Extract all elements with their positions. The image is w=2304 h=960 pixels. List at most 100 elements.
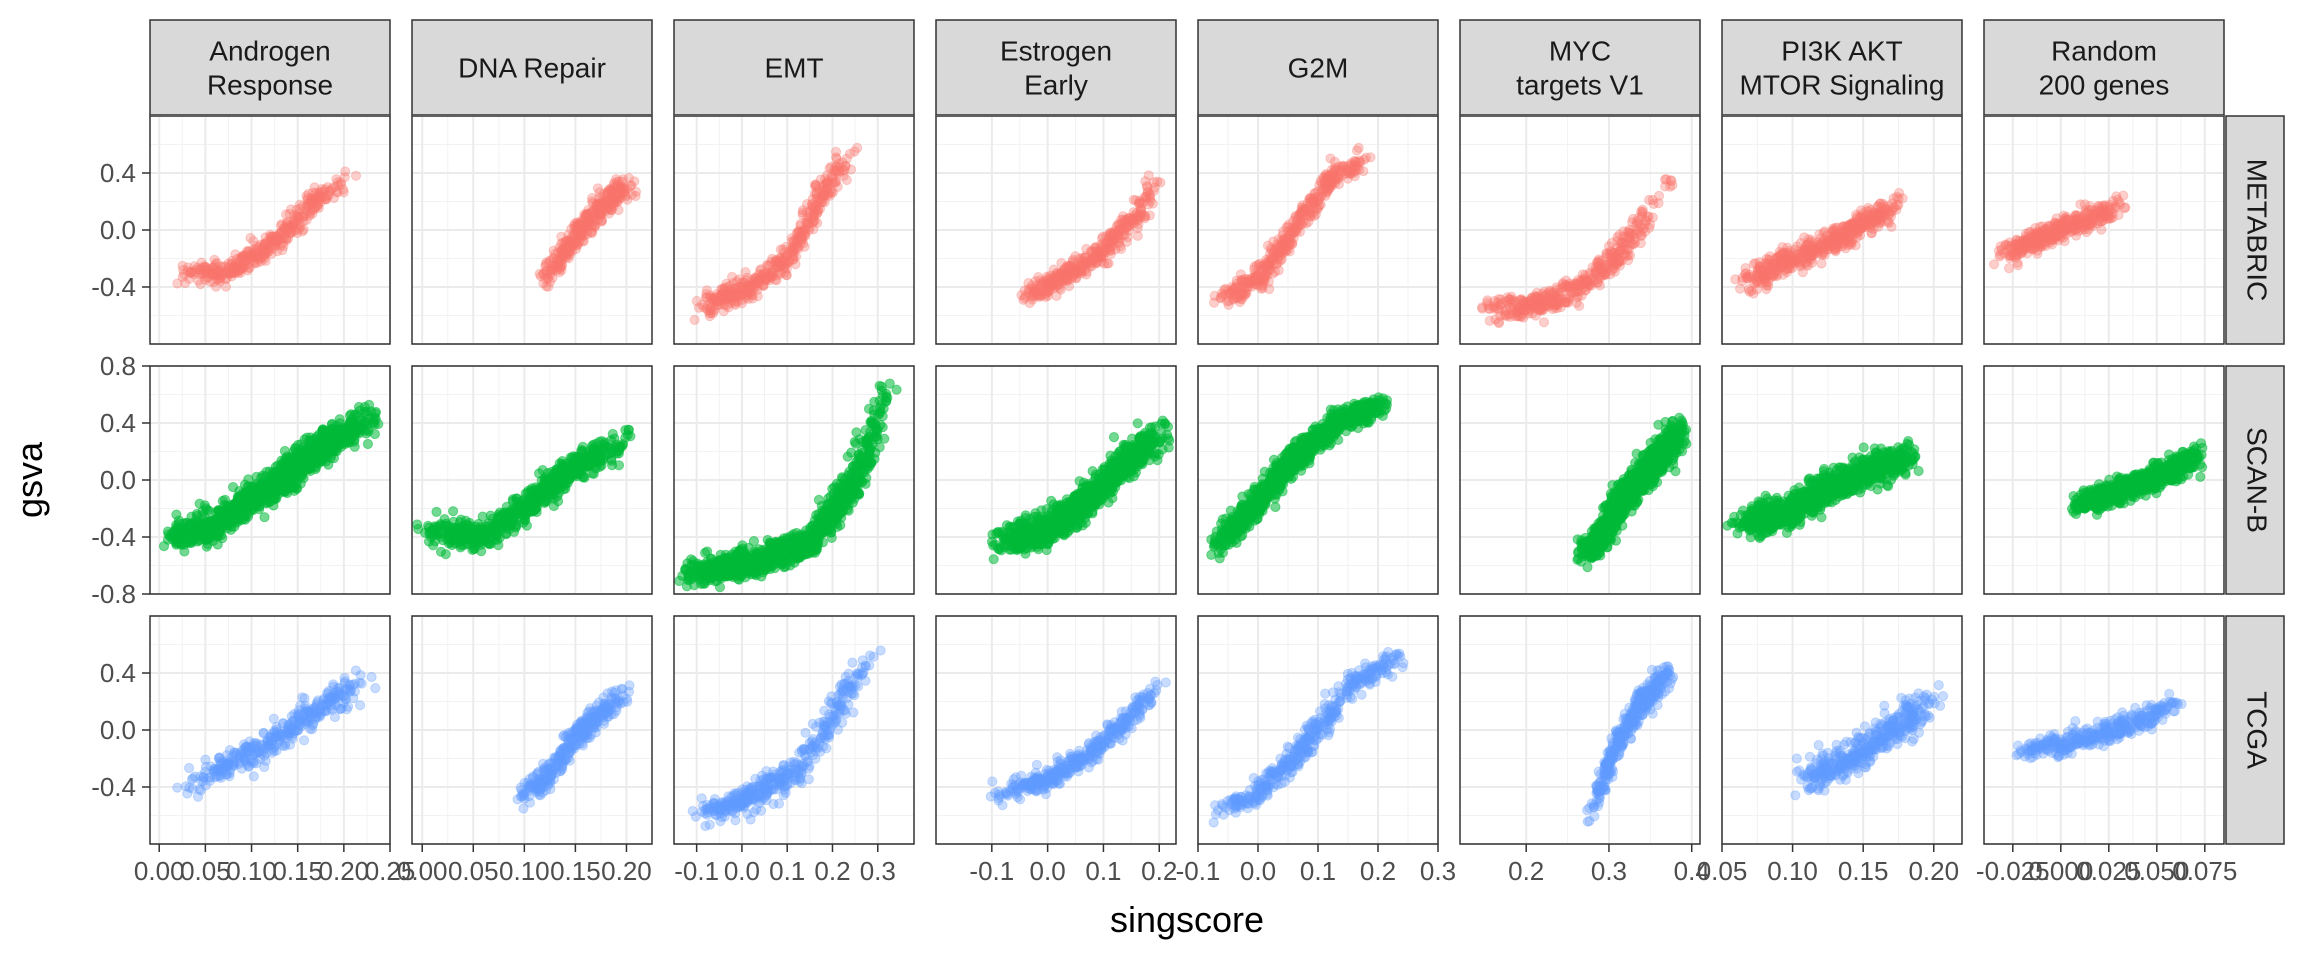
data-point (1636, 230, 1647, 241)
data-point (313, 437, 324, 449)
data-point (282, 216, 293, 228)
data-point (237, 251, 248, 262)
data-point (239, 257, 250, 268)
data-point (251, 240, 262, 252)
data-point (232, 265, 244, 276)
data-point (1612, 242, 1623, 253)
data-point (255, 239, 267, 250)
data-point (1359, 154, 1370, 165)
data-point (211, 257, 222, 269)
data-point (541, 257, 552, 268)
data-point (790, 243, 801, 254)
data-point (296, 459, 307, 471)
strip-background (2225, 115, 2285, 345)
data-point (261, 245, 273, 256)
data-point (242, 259, 254, 270)
data-point (335, 177, 346, 188)
data-point (269, 236, 280, 247)
data-point (221, 273, 232, 284)
data-point (192, 262, 203, 273)
data-point (278, 223, 289, 234)
data-point (1143, 170, 1154, 181)
data-point (1764, 251, 1776, 262)
data-point (346, 409, 357, 420)
column-strip-label: PI3K AKT (1781, 36, 1902, 67)
data-point (448, 506, 459, 517)
data-point (731, 289, 742, 300)
strip-background (1197, 19, 1439, 116)
data-point (268, 231, 279, 242)
data-point (212, 268, 223, 279)
data-point (322, 190, 333, 201)
data-point (1127, 215, 1138, 226)
strip-background (2225, 615, 2285, 845)
data-point (228, 267, 239, 278)
data-point (838, 170, 849, 181)
data-point (1797, 267, 1808, 278)
data-point (177, 271, 188, 283)
data-point (329, 182, 340, 193)
data-point (2012, 260, 2024, 271)
data-point (209, 260, 220, 272)
data-point (824, 163, 835, 174)
data-point (179, 546, 190, 557)
facet-panel (411, 115, 653, 345)
data-point (297, 201, 308, 212)
data-point (1256, 275, 1267, 286)
data-point (197, 268, 208, 279)
data-point (841, 153, 852, 164)
data-point (259, 242, 270, 253)
data-point (288, 446, 299, 457)
data-point (1301, 205, 1312, 216)
data-point (249, 258, 260, 269)
data-point (1989, 259, 2000, 270)
data-point (327, 183, 338, 194)
data-point (185, 268, 196, 279)
data-point (199, 261, 210, 272)
data-point (1881, 204, 1892, 215)
data-point (253, 242, 264, 253)
data-point (1067, 272, 1078, 283)
data-point (1493, 318, 1505, 329)
data-point (282, 455, 293, 466)
data-point (249, 257, 260, 268)
data-point (195, 279, 206, 290)
data-point (226, 511, 237, 522)
data-point (353, 401, 365, 413)
data-point (306, 194, 317, 205)
column-strip-label: Random (2051, 36, 2157, 67)
data-point (259, 512, 270, 523)
data-point (1613, 256, 1624, 268)
data-point (1544, 289, 1555, 300)
data-point (211, 268, 222, 279)
data-point (598, 199, 609, 210)
data-point (224, 265, 235, 276)
column-strip-label: MYC (1549, 36, 1611, 67)
data-point (198, 264, 209, 275)
strip-background (2225, 365, 2285, 595)
data-point (222, 267, 233, 278)
data-point (786, 233, 797, 244)
data-point (1817, 242, 1828, 254)
data-point (319, 184, 331, 195)
data-point (235, 253, 246, 265)
data-point (340, 166, 351, 177)
data-point (1800, 254, 1811, 265)
data-point (230, 259, 241, 270)
data-point (252, 257, 263, 268)
data-point (2032, 227, 2043, 238)
data-point (1115, 241, 1126, 252)
data-point (281, 233, 292, 244)
data-point (214, 276, 225, 287)
data-point (309, 461, 320, 472)
data-point (1090, 246, 1102, 257)
facet-panel (149, 365, 391, 595)
data-point (758, 280, 769, 291)
data-point (711, 299, 723, 310)
data-point (1533, 300, 1545, 311)
data-point (241, 250, 252, 261)
data-point (193, 275, 204, 286)
data-point (220, 274, 231, 285)
data-point (182, 262, 194, 273)
data-point (246, 249, 257, 260)
